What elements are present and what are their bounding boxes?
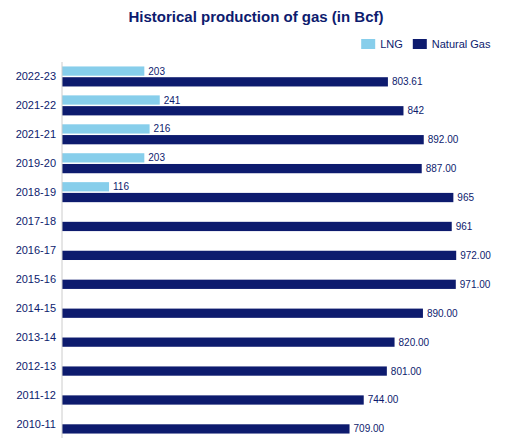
data-label: 820.00: [399, 337, 430, 348]
chart-svg: Historical production of gas (in Bcf) 803…: [0, 0, 512, 447]
bar: [62, 77, 388, 86]
bar: [62, 124, 150, 133]
y-tick-labels: 2022-23 2021-22 2021-21 2019-20 2018-19 2017-…: [16, 70, 56, 429]
data-label: 203: [148, 152, 165, 163]
y-tick-label: 2013-14: [16, 331, 56, 343]
bar: [62, 222, 452, 231]
y-tick-label: 2011-12: [16, 389, 56, 401]
bar: [62, 395, 364, 404]
data-label: 241: [164, 95, 181, 106]
y-tick-label: 2010-11: [16, 418, 56, 430]
bar: [62, 164, 422, 173]
bar: [62, 135, 424, 144]
y-tick-label: 2019-20: [16, 157, 56, 169]
bar: [62, 366, 387, 375]
bar: [62, 424, 350, 433]
y-tick-label: 2012-13: [16, 360, 56, 372]
y-tick-label: 2016-17: [16, 244, 56, 256]
y-tick-label: 2021-22: [16, 99, 56, 111]
bar: [62, 338, 395, 347]
bar: [62, 280, 456, 289]
bar: [62, 251, 456, 260]
data-label: 892.00: [428, 134, 459, 145]
y-tick-label: 2022-23: [16, 70, 56, 82]
y-tick-label: 2017-18: [16, 215, 56, 227]
y-tick-label: 2021-21: [16, 128, 56, 140]
data-label: 744.00: [368, 394, 399, 405]
data-label: 203: [148, 66, 165, 77]
legend-swatch: [361, 39, 375, 49]
legend-swatch: [413, 39, 427, 49]
bar: [62, 66, 144, 75]
bar: [62, 309, 423, 318]
bar: [62, 106, 403, 115]
bar: [62, 153, 144, 162]
bar: [62, 95, 160, 104]
chart-title: Historical production of gas (in Bcf): [128, 8, 383, 25]
data-label: 803.61: [392, 76, 423, 87]
data-label: 842: [407, 105, 424, 116]
y-axis-line: [62, 62, 63, 438]
chart-container: Historical production of gas (in Bcf) 803…: [0, 0, 512, 447]
data-labels: 803.61 842 892.00 887.00 965 961 972.00 971.00 8…: [113, 66, 491, 435]
bar: [62, 193, 453, 202]
y-tick-label: 2018-19: [16, 186, 56, 198]
legend-label: LNG: [380, 38, 403, 50]
data-label: 116: [113, 181, 129, 192]
bars: [62, 66, 456, 433]
data-label: 887.00: [426, 163, 457, 174]
bar: [62, 182, 109, 191]
data-label: 890.00: [427, 308, 458, 319]
data-label: 972.00: [460, 250, 491, 261]
legend: LNG Natural Gas: [361, 38, 491, 50]
y-tick-label: 2014-15: [16, 302, 56, 314]
data-label: 971.00: [460, 279, 491, 290]
data-label: 965: [457, 192, 474, 203]
legend-label: Natural Gas: [432, 38, 491, 50]
data-label: 961: [456, 221, 473, 232]
y-tick-label: 2015-16: [16, 273, 56, 285]
data-label: 801.00: [391, 366, 422, 377]
data-label: 216: [154, 123, 171, 134]
data-label: 709.00: [354, 423, 385, 434]
